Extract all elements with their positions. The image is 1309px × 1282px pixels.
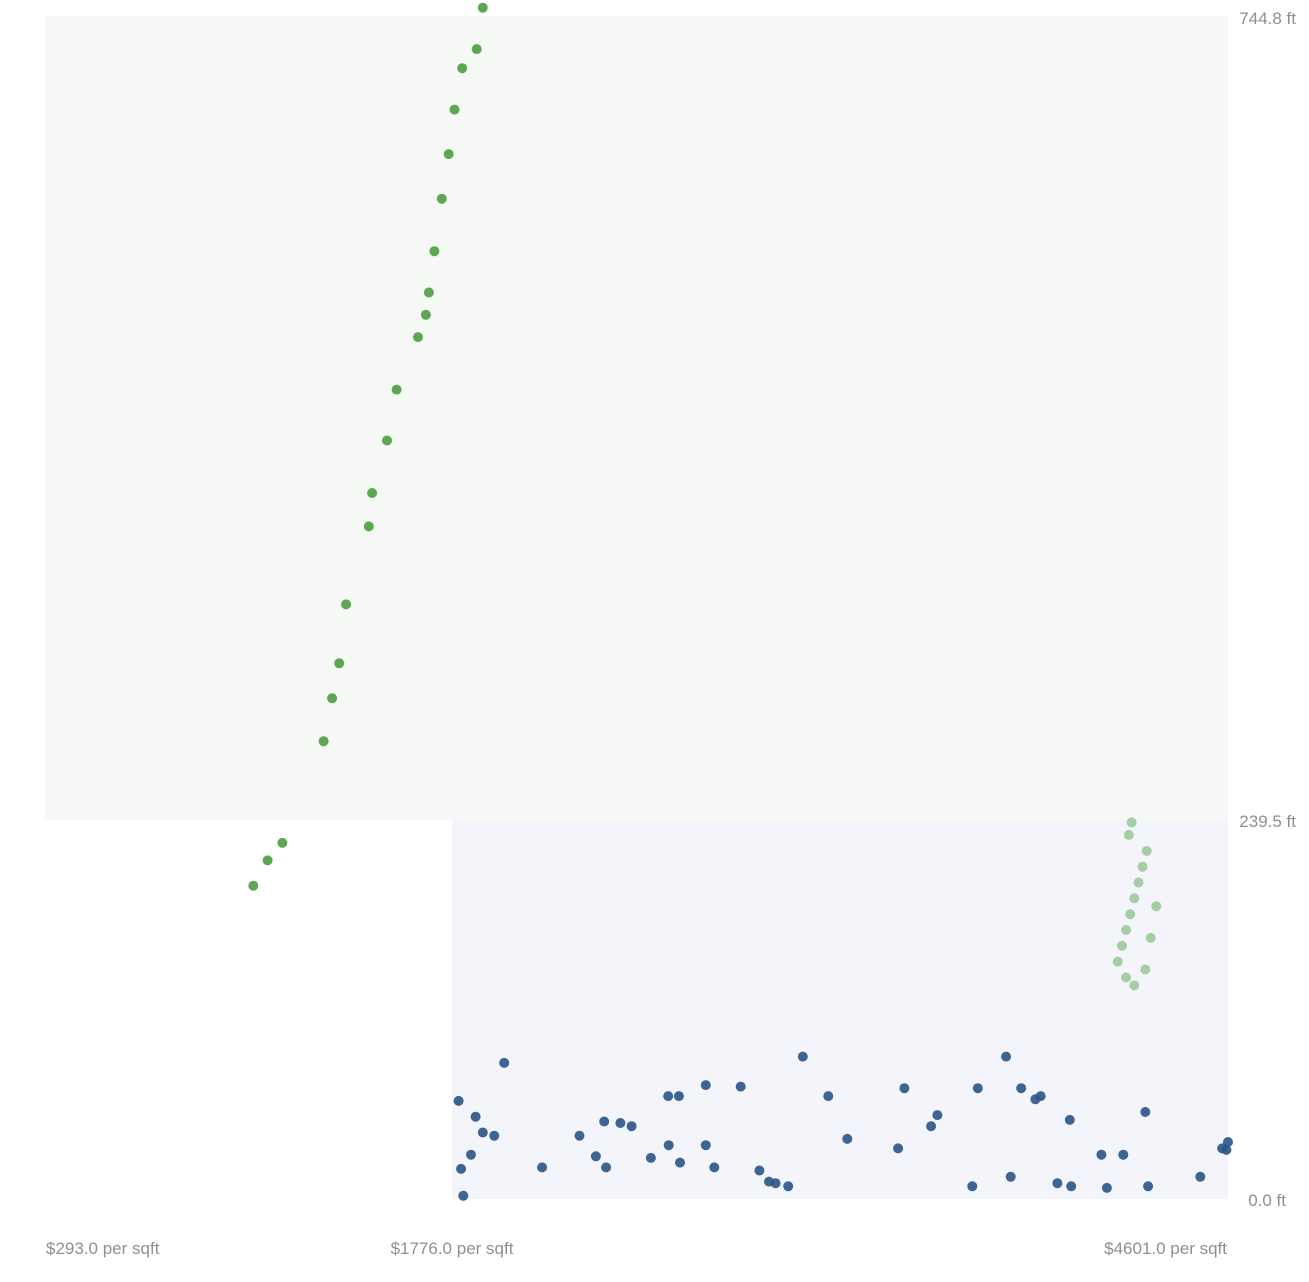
data-point-blue xyxy=(453,1095,464,1106)
data-point-green xyxy=(1133,877,1144,888)
data-point-green xyxy=(1129,893,1140,904)
data-point-blue xyxy=(615,1118,626,1128)
data-point-blue xyxy=(663,1140,674,1151)
data-point-green xyxy=(1117,940,1127,951)
data-point-blue xyxy=(842,1133,853,1144)
data-point-blue xyxy=(626,1121,637,1132)
data-point-blue xyxy=(932,1110,943,1121)
data-point-green xyxy=(457,63,468,74)
data-point-blue xyxy=(899,1083,910,1094)
data-point-blue xyxy=(797,1051,808,1062)
data-point-green xyxy=(248,880,259,891)
data-point-green xyxy=(341,599,352,610)
data-point-blue xyxy=(823,1091,834,1102)
data-point-green xyxy=(423,287,434,298)
data-point-blue xyxy=(466,1149,476,1160)
data-point-blue xyxy=(1016,1083,1027,1094)
x-tick-label-left: $293.0 per sqft xyxy=(46,1239,160,1258)
data-point-blue xyxy=(675,1157,685,1168)
data-point-green xyxy=(262,855,273,866)
y-tick-label-top: 744.8 ft xyxy=(1239,9,1296,28)
data-point-green xyxy=(1123,830,1134,840)
data-point-blue xyxy=(1221,1144,1232,1155)
data-point-green xyxy=(363,521,374,532)
data-point-green xyxy=(1151,901,1162,912)
data-point-green xyxy=(413,332,423,343)
data-point-green xyxy=(471,44,482,55)
data-point-green xyxy=(1129,980,1140,991)
data-point-green xyxy=(1145,932,1156,943)
data-point-blue xyxy=(1001,1051,1012,1062)
data-point-blue xyxy=(601,1162,612,1173)
data-point-green xyxy=(1121,972,1132,983)
data-point-green xyxy=(382,435,392,446)
data-point-green xyxy=(1112,956,1123,967)
data-point-blue xyxy=(783,1181,794,1192)
data-point-green xyxy=(391,384,402,395)
data-point-blue xyxy=(1064,1114,1075,1125)
data-point-blue xyxy=(700,1080,711,1091)
data-point-blue xyxy=(1066,1181,1077,1192)
data-point-green xyxy=(477,2,488,13)
data-point-blue xyxy=(456,1163,467,1174)
data-point-blue xyxy=(458,1190,469,1201)
data-point-blue xyxy=(590,1151,601,1162)
data-point-green xyxy=(334,658,345,669)
data-point-green xyxy=(1125,909,1136,920)
data-point-blue xyxy=(893,1143,904,1154)
data-point-blue xyxy=(735,1081,746,1092)
data-point-blue xyxy=(1005,1171,1016,1182)
data-point-blue xyxy=(1143,1181,1154,1192)
data-point-green xyxy=(1137,861,1148,872)
data-point-blue xyxy=(1030,1094,1041,1105)
data-point-blue xyxy=(574,1130,585,1141)
data-point-green xyxy=(449,104,460,115)
data-point-green xyxy=(1126,817,1137,828)
data-point-green xyxy=(420,309,431,320)
data-point-green xyxy=(443,149,454,160)
y-tick-label-middle: 239.5 ft xyxy=(1239,812,1296,831)
lower-right-region-background xyxy=(452,820,1228,1199)
data-point-green xyxy=(318,736,329,747)
data-point-blue xyxy=(754,1165,765,1176)
data-point-blue xyxy=(1096,1149,1107,1160)
data-point-blue xyxy=(489,1130,500,1141)
data-point-blue xyxy=(477,1127,488,1138)
data-point-blue xyxy=(599,1116,610,1127)
data-point-green xyxy=(277,837,288,848)
data-point-green xyxy=(1141,845,1152,856)
data-point-blue xyxy=(673,1091,684,1102)
x-tick-label-right: $4601.0 per sqft xyxy=(1104,1239,1227,1258)
data-point-blue xyxy=(770,1178,781,1189)
data-point-blue xyxy=(972,1083,983,1094)
data-points xyxy=(248,2,1233,1201)
data-point-blue xyxy=(1140,1107,1151,1117)
data-point-green xyxy=(436,193,447,204)
data-point-green xyxy=(327,693,338,704)
data-point-blue xyxy=(499,1057,510,1068)
data-point-green xyxy=(1140,964,1151,975)
x-tick-label-middle: $1776.0 per sqft xyxy=(391,1239,514,1258)
data-point-blue xyxy=(967,1181,978,1192)
data-point-green xyxy=(429,246,440,257)
data-point-blue xyxy=(1118,1149,1129,1160)
data-point-blue xyxy=(1101,1182,1112,1193)
y-tick-label-bottom: 0.0 ft xyxy=(1248,1191,1286,1210)
data-point-blue xyxy=(470,1111,481,1122)
data-point-blue xyxy=(537,1162,548,1173)
data-point-blue xyxy=(700,1140,711,1151)
data-point-green xyxy=(1121,925,1132,935)
data-point-blue xyxy=(709,1162,720,1173)
data-point-blue xyxy=(1223,1137,1233,1147)
data-point-blue xyxy=(663,1091,674,1102)
data-point-green xyxy=(367,488,378,498)
data-point-blue xyxy=(645,1152,656,1163)
upper-region-background xyxy=(45,16,1228,820)
data-point-blue xyxy=(926,1121,937,1132)
data-point-blue xyxy=(1052,1178,1063,1189)
data-point-blue xyxy=(1195,1171,1206,1182)
